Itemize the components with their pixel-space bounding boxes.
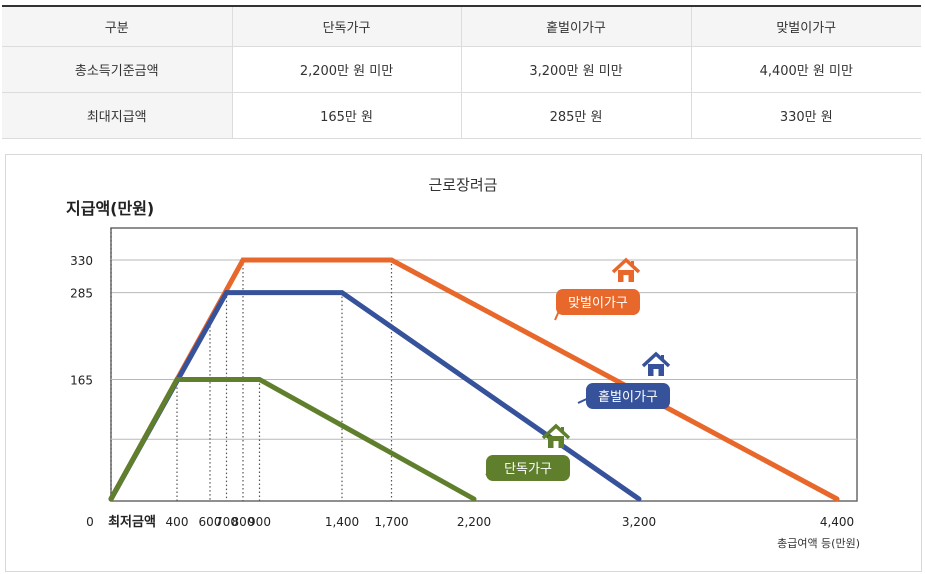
x-tick-label: 1,700 [374,515,408,529]
series-label-text: 맞벌이가구 [568,296,628,311]
x-tick-label: 600 [199,515,222,529]
x-tick-label: 700 [215,515,238,529]
row-label: 총소득기준금액 [2,46,233,93]
x-axis-label: 총급여액 등(만원) [777,537,860,550]
x-tick-label: 4,400 [820,515,854,529]
y-axis-label: 지급액(만원) [66,199,154,218]
minimum-amount-label: 최저금액 [108,515,156,530]
header-single-earner: 홑벌이가구 [461,5,692,47]
origin-label: 0 [86,515,94,529]
house-chimney [561,427,564,433]
house-chimney [661,355,664,361]
table-cell: 4,400만 원 미만 [691,46,921,93]
series-label-pill [486,455,570,481]
y-tick-label: 330 [70,254,93,268]
series-label-text: 단독가구 [504,462,552,477]
house-icon [641,351,671,376]
x-tick-label: 400 [166,515,189,529]
table-header-row: 구분 단독가구 홑벌이가구 맞벌이가구 [2,5,921,47]
series-lines [108,257,840,502]
table-cell: 3,200만 원 미만 [461,46,692,93]
header-category: 구분 [2,5,233,47]
chart-panel [5,154,922,572]
house-roof [641,351,671,368]
x-tick-label: 3,200 [622,515,656,529]
house-icon [541,423,571,448]
gridlines [110,227,858,502]
house-door [623,275,629,282]
y-tick-label: 165 [70,374,93,388]
plot-frame [110,227,858,502]
house-chimney [631,261,634,267]
x-tick-label: 800 [232,515,255,529]
house-icon [611,257,641,282]
table-row: 총소득기준금액 2,200만 원 미만 3,200만 원 미만 4,400만 원… [2,46,921,93]
chart-title: 근로장려금 [428,176,497,194]
house-door [653,369,659,376]
series-label-pill [556,289,640,315]
income-criteria-table: 구분 단독가구 홑벌이가구 맞벌이가구 총소득기준금액 2,200만 원 미만 … [2,5,921,139]
table-cell: 330만 원 [691,92,921,139]
series-line-단독가구 [108,377,477,502]
dotted-guides [110,228,393,501]
table-cell: 165만 원 [232,92,462,139]
header-single: 단독가구 [232,5,462,47]
x-tick-label: 2,200 [457,515,491,529]
row-label: 최대지급액 [2,92,233,139]
table-cell: 285만 원 [461,92,692,139]
table-row: 최대지급액 165만 원 285만 원 330만 원 [2,92,921,139]
header-dual-earner: 맞벌이가구 [691,5,921,47]
x-tick-label: 1,400 [325,515,359,529]
x-tick-label: 900 [248,515,271,529]
house-door [553,441,559,448]
y-tick-label: 285 [70,287,93,301]
house-roof [541,423,571,440]
series-label-pill [586,383,670,409]
table-cell: 2,200만 원 미만 [232,46,462,93]
house-roof [611,257,641,274]
series-label-text: 홑벌이가구 [598,390,658,405]
